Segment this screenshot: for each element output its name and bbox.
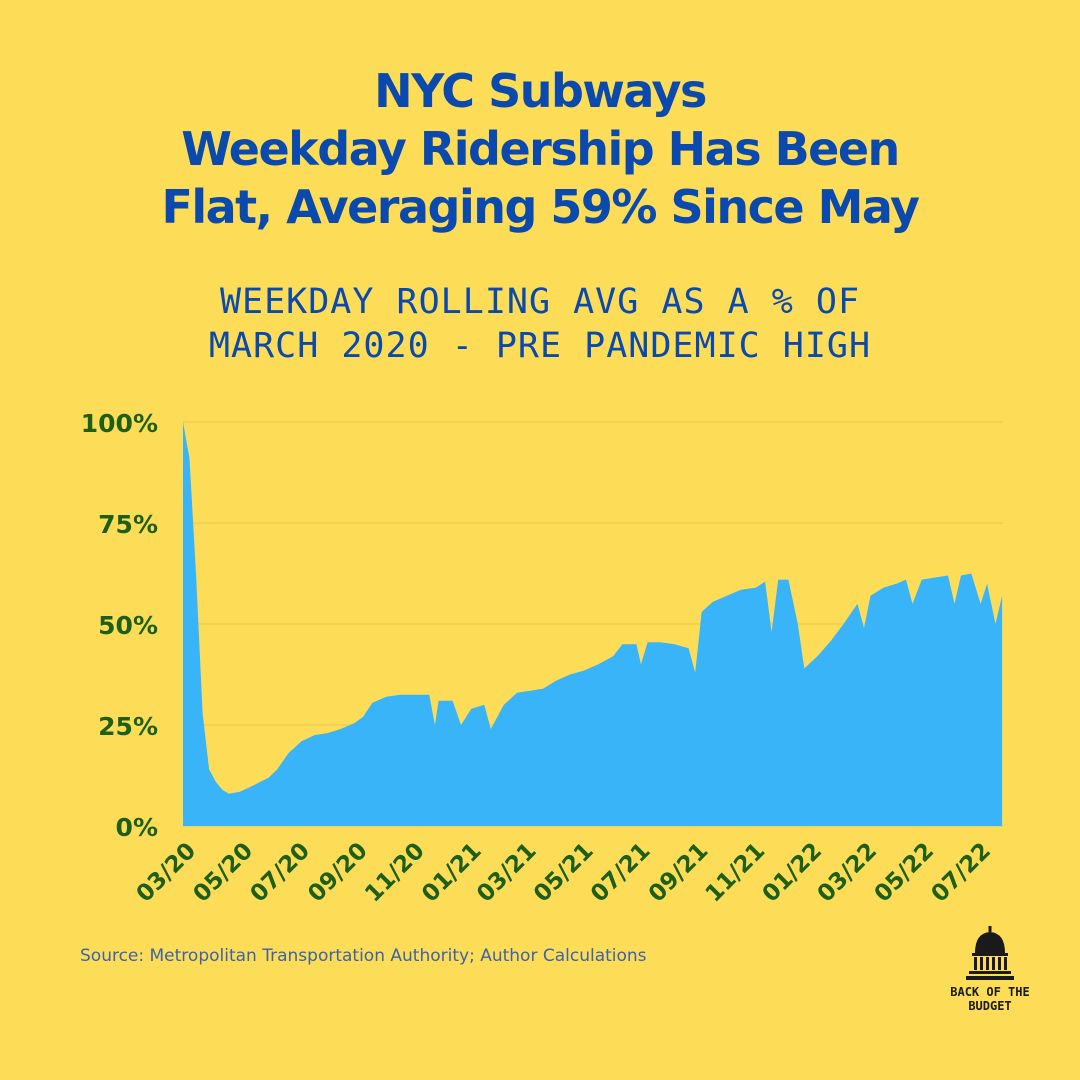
- y-axis-ticks: 0% 25% 50% 75% 100%: [81, 409, 158, 842]
- x-tick-label: 03/20: [132, 838, 202, 908]
- x-tick-label: 07/21: [586, 838, 656, 908]
- logo-text: BACK OF THE BUDGET: [940, 985, 1040, 1013]
- logo-line-1: BACK OF THE: [950, 985, 1030, 999]
- x-tick-label: 09/20: [303, 838, 373, 908]
- chart-subtitle: WEEKDAY ROLLING AVG AS A % OF MARCH 2020…: [0, 280, 1080, 368]
- x-tick-label: 05/21: [529, 838, 599, 908]
- x-tick-label: 03/22: [813, 838, 883, 908]
- page-title: NYC Subways Weekday Ridership Has Been F…: [0, 62, 1080, 236]
- y-tick-label: 50%: [98, 611, 158, 640]
- x-tick-label: 09/21: [644, 838, 714, 908]
- source-note: Source: Metropolitan Transportation Auth…: [80, 946, 647, 966]
- x-tick-label: 11/21: [701, 838, 771, 908]
- title-line-3: Flat, Averaging 59% Since May: [161, 180, 920, 234]
- x-tick-label: 07/20: [245, 838, 315, 908]
- subtitle-line-1: WEEKDAY ROLLING AVG AS A % OF: [219, 282, 861, 322]
- x-axis-ticks: 03/2005/2007/2009/2011/2001/2103/2105/21…: [132, 838, 996, 908]
- x-tick-label: 01/22: [758, 838, 828, 908]
- back-of-the-budget-logo: BACK OF THE BUDGET: [940, 925, 1040, 1013]
- subtitle-line-2: MARCH 2020 - PRE PANDEMIC HIGH: [208, 326, 872, 366]
- x-tick-label: 11/20: [360, 838, 430, 908]
- x-tick-label: 01/21: [417, 838, 487, 908]
- ridership-area-chart: 0%25%50%75%100% 03/2005/2007/2009/2011/2…: [81, 409, 1003, 908]
- y-tick-label: 0%: [116, 813, 158, 842]
- title-line-1: NYC Subways: [374, 64, 707, 118]
- y-tick-label: 25%: [98, 712, 158, 741]
- capitol-dome-icon: [966, 926, 1014, 980]
- logo-line-2: BUDGET: [968, 999, 1012, 1013]
- title-line-2: Weekday Ridership Has Been: [181, 122, 900, 176]
- x-tick-label: 05/20: [189, 838, 259, 908]
- ridership-area: [183, 422, 1003, 826]
- y-tick-label: 75%: [98, 510, 158, 539]
- plot-area: [183, 422, 1003, 826]
- x-tick-label: 05/22: [870, 838, 940, 908]
- x-tick-label: 03/21: [472, 838, 542, 908]
- y-tick-label: 100%: [81, 409, 158, 438]
- x-tick-label: 07/22: [926, 838, 996, 908]
